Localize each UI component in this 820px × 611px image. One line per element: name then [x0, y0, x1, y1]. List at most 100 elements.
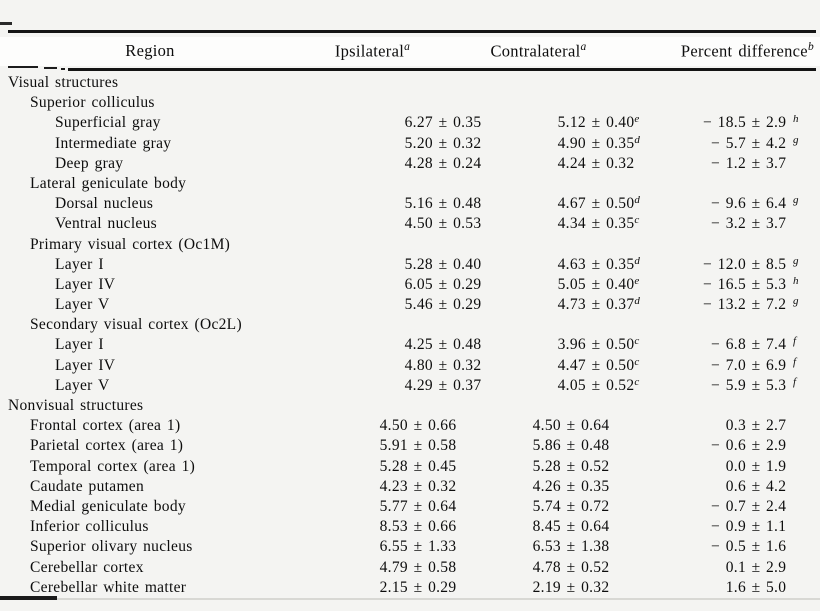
plus-minus-symbol: ±: [751, 215, 761, 233]
region-label: Intermediate gray: [55, 134, 172, 152]
contralateral-value-cell: 6.53 ± 1.38: [476, 537, 666, 557]
percent-difference-value: − 5.7: [711, 134, 746, 152]
percent-difference-error: 6.9: [766, 356, 787, 374]
table-row: Frontal cortex (area 1) 4.50 ± 0.66 4.50…: [0, 416, 820, 436]
percent-difference-value: − 16.5: [702, 275, 746, 293]
contralateral-value: 4.47 ± 0.50: [557, 356, 635, 374]
table-row: Inferior colliculus 8.53 ± 0.66 8.45 ± 0…: [0, 517, 820, 537]
table-row: Visual structures: [0, 73, 820, 93]
ipsilateral-value-cell: [360, 315, 476, 335]
table-row: Lateral geniculate body: [0, 174, 820, 194]
table-row: Ventral nucleus 4.50 ± 0.53 4.34 ± 0.35c…: [0, 214, 820, 234]
contralateral-value-cell: 5.12 ± 0.40e: [501, 113, 691, 133]
contralateral-footnote-marker: e: [634, 274, 640, 287]
contralateral-value-cell: 4.78 ± 0.52: [476, 558, 666, 578]
contralateral-value: 4.34 ± 0.35: [557, 215, 635, 233]
percent-difference-value: − 0.7: [711, 497, 746, 515]
ipsilateral-value-cell: 5.77 ± 0.64: [379, 497, 457, 515]
contralateral-value: 5.86 ± 0.48: [532, 437, 610, 455]
table-bottom-rule-dash: [0, 596, 57, 600]
percent-difference-value: − 0.5: [711, 538, 746, 556]
ipsilateral-value-cell: 6.27 ± 0.35: [404, 114, 482, 132]
percent-difference-error: 3.7: [766, 215, 787, 233]
contralateral-value-cell: 2.19 ± 0.32: [476, 578, 666, 598]
region-label: Medial geniculate body: [30, 497, 186, 515]
ipsilateral-value-cell: 6.05 ± 0.29: [404, 275, 482, 293]
header-band: [0, 37, 820, 66]
plus-minus-symbol: ±: [751, 255, 761, 273]
table-row: Layer V 5.46 ± 0.29 4.73 ± 0.37d − 13.2 ±…: [0, 295, 820, 315]
column-header-ipsilateral-label: Ipsilateral: [334, 41, 405, 61]
ipsilateral-value-cell: 5.28 ± 0.45: [379, 457, 457, 475]
ipsilateral-value-cell: 5.20 ± 0.32: [404, 134, 482, 152]
contralateral-value: 4.26 ± 0.35: [532, 477, 610, 495]
region-label: Secondary visual cortex (Oc2L): [30, 316, 242, 334]
table-row: Superior olivary nucleus 6.55 ± 1.33 6.5…: [0, 537, 820, 557]
percent-difference-value: − 0.9: [711, 518, 746, 536]
ipsilateral-value-cell: 4.50 ± 0.66: [379, 417, 457, 435]
percent-difference-error: 1.1: [766, 518, 787, 536]
region-label: Cerebellar cortex: [30, 558, 144, 576]
ipsilateral-value-cell: 5.91 ± 0.58: [379, 437, 457, 455]
ipsilateral-value-cell: 5.16 ± 0.48: [404, 195, 482, 213]
region-cell: Temporal cortex (area 1): [0, 457, 360, 477]
region-cell: Medial geniculate body: [0, 497, 360, 517]
region-label: Cerebellar white matter: [30, 578, 187, 596]
ipsilateral-value-cell: 8.53 ± 0.66: [379, 518, 457, 536]
percent-difference-error: 2.9: [766, 558, 787, 576]
region-cell: Dorsal nucleus: [0, 194, 385, 214]
ipsilateral-value-cell: 4.23 ± 0.32: [379, 477, 457, 495]
region-cell: Intermediate gray: [0, 134, 385, 154]
plus-minus-symbol: ±: [751, 356, 761, 374]
percent-difference-error: 2.7: [766, 417, 787, 435]
region-cell: Superior olivary nucleus: [0, 537, 360, 557]
header-rule-dot: [61, 68, 65, 70]
percent-footnote-marker: f: [793, 335, 797, 348]
contralateral-value-cell: [454, 73, 644, 93]
ipsilateral-value-cell: [360, 174, 476, 194]
table-row: Layer IV 4.80 ± 0.32 4.47 ± 0.50c − 7.0 ±…: [0, 356, 820, 376]
percent-difference-value: − 9.6: [711, 195, 746, 213]
region-cell: Layer IV: [0, 275, 385, 295]
percent-difference-value: − 5.9: [711, 376, 746, 394]
contralateral-value-cell: 8.45 ± 0.64: [476, 517, 666, 537]
percent-difference-error: 4.2: [766, 477, 787, 495]
table-row: Cerebellar white matter 2.15 ± 0.29 2.19…: [0, 578, 820, 598]
plus-minus-symbol: ±: [751, 336, 761, 354]
contralateral-value-cell: [454, 396, 644, 416]
percent-difference-value: − 3.2: [711, 215, 746, 233]
percent-difference-cell: 0.6 ±4.2: [666, 477, 820, 497]
ipsilateral-value-cell: 4.80 ± 0.32: [404, 356, 482, 374]
footnote-marker-a: a: [404, 40, 411, 53]
percent-difference-error: 2.9: [766, 114, 787, 132]
contralateral-value: 5.05 ± 0.40: [557, 275, 635, 293]
region-label: Layer IV: [55, 275, 116, 293]
column-header-ipsilateral: Ipsilaterala: [300, 41, 445, 62]
contralateral-value: 5.74 ± 0.72: [532, 497, 610, 515]
table-row: Nonvisual structures: [0, 396, 820, 416]
contralateral-value: 5.28 ± 0.52: [532, 457, 610, 475]
header-rule-dash: [44, 67, 57, 69]
footnote-marker-b: b: [807, 40, 814, 53]
plus-minus-symbol: ±: [751, 296, 761, 314]
percent-footnote-marker: h: [793, 274, 799, 287]
region-label: Parietal cortex (area 1): [30, 437, 184, 455]
region-label: Visual structures: [8, 74, 119, 91]
percent-difference-value: − 12.0: [702, 255, 746, 273]
contralateral-footnote-marker: d: [634, 254, 641, 267]
region-label: Inferior colliculus: [30, 518, 149, 536]
footnote-marker-a: a: [580, 40, 587, 53]
table-row: Medial geniculate body 5.77 ± 0.64 5.74 …: [0, 497, 820, 517]
table-top-rule: [8, 30, 816, 33]
percent-footnote-marker: h: [793, 113, 799, 126]
region-cell: Inferior colliculus: [0, 517, 360, 537]
contralateral-value: 4.90 ± 0.35: [557, 134, 635, 152]
percent-difference-cell: [644, 396, 820, 416]
region-label: Nonvisual structures: [8, 397, 144, 414]
table-row: Layer I 4.25 ± 0.48 3.96 ± 0.50c − 6.8 ±7…: [0, 335, 820, 355]
contralateral-value-cell: 4.47 ± 0.50c: [501, 356, 691, 376]
ipsilateral-value-cell: 5.46 ± 0.29: [404, 296, 482, 314]
header-rule-dash: [8, 66, 38, 68]
contralateral-value-cell: 4.67 ± 0.50d: [501, 194, 691, 214]
header-bottom-rule: [68, 68, 816, 71]
